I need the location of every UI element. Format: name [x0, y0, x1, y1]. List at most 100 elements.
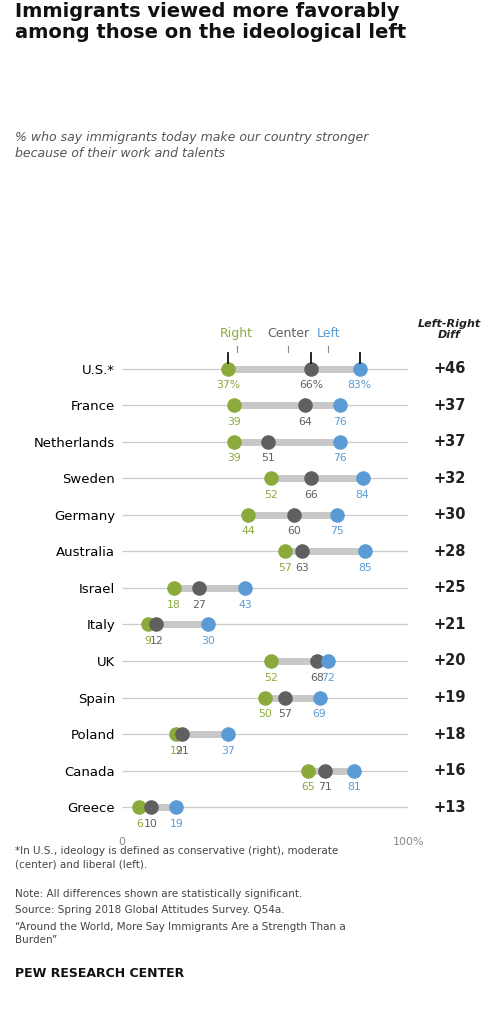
Point: [172, 799, 180, 815]
Text: 83%: 83%: [348, 380, 372, 390]
Point: [336, 397, 344, 414]
Point: [264, 433, 272, 450]
Text: 43: 43: [238, 600, 252, 609]
Text: “Around the World, More Say Immigrants Are a Strength Than a
Burden”: “Around the World, More Say Immigrants A…: [15, 922, 346, 945]
Text: 19: 19: [169, 745, 183, 756]
Text: 10: 10: [144, 819, 157, 828]
Text: 69: 69: [313, 710, 327, 719]
Text: +21: +21: [433, 616, 466, 632]
Text: 30: 30: [201, 636, 215, 646]
Point: [324, 652, 332, 669]
Text: 37%: 37%: [216, 380, 240, 390]
Text: 63: 63: [295, 563, 309, 573]
Point: [313, 652, 321, 669]
Text: 66%: 66%: [299, 380, 323, 390]
Point: [169, 580, 177, 596]
Point: [281, 543, 289, 559]
Text: +28: +28: [433, 544, 466, 559]
Text: 72: 72: [321, 673, 335, 683]
Text: 6: 6: [136, 819, 142, 828]
Point: [301, 397, 309, 414]
Text: 37: 37: [221, 745, 235, 756]
Point: [230, 433, 238, 450]
Text: 39: 39: [227, 454, 241, 464]
Text: 60: 60: [287, 526, 301, 537]
Text: 84: 84: [356, 489, 370, 500]
Point: [172, 726, 180, 742]
Text: Note: All differences shown are statistically significant.: Note: All differences shown are statisti…: [15, 889, 302, 899]
Text: 81: 81: [347, 782, 361, 793]
Point: [146, 799, 154, 815]
Point: [321, 763, 329, 779]
Text: +37: +37: [433, 397, 466, 413]
Point: [144, 616, 152, 633]
Text: 71: 71: [318, 782, 332, 793]
Text: *In U.S., ideology is defined as conservative (right), moderate
(center) and lib: *In U.S., ideology is defined as conserv…: [15, 846, 338, 869]
Point: [195, 580, 203, 596]
Text: +32: +32: [433, 471, 466, 485]
Text: Left-Right
Diff: Left-Right Diff: [418, 318, 481, 340]
Text: +37: +37: [433, 434, 466, 450]
Text: Right: Right: [220, 327, 253, 340]
Point: [267, 652, 275, 669]
Point: [336, 433, 344, 450]
Point: [304, 763, 312, 779]
Text: +25: +25: [433, 581, 466, 595]
Text: Immigrants viewed more favorably
among those on the ideological left: Immigrants viewed more favorably among t…: [15, 2, 406, 42]
Text: +18: +18: [433, 727, 466, 741]
Text: Source: Spring 2018 Global Attitudes Survey. Q54a.: Source: Spring 2018 Global Attitudes Sur…: [15, 905, 284, 915]
Point: [333, 507, 341, 523]
Text: 44: 44: [241, 526, 255, 537]
Point: [356, 360, 364, 377]
Point: [224, 726, 232, 742]
Point: [230, 397, 238, 414]
Point: [204, 616, 212, 633]
Text: 76: 76: [333, 417, 347, 427]
Text: 65: 65: [301, 782, 315, 793]
Text: +46: +46: [433, 361, 466, 376]
Text: 68: 68: [310, 673, 324, 683]
Text: Center: Center: [267, 327, 309, 340]
Text: 64: 64: [298, 417, 312, 427]
Text: 52: 52: [264, 673, 278, 683]
Text: 51: 51: [261, 454, 275, 464]
Text: 21: 21: [175, 745, 189, 756]
Text: 39: 39: [227, 417, 241, 427]
Point: [359, 470, 367, 486]
Text: 19: 19: [169, 819, 183, 828]
Point: [244, 507, 252, 523]
Text: 85: 85: [359, 563, 373, 573]
Point: [241, 580, 249, 596]
Text: 57: 57: [278, 710, 292, 719]
Point: [316, 689, 324, 706]
Point: [261, 689, 269, 706]
Text: +16: +16: [433, 763, 466, 778]
Text: 27: 27: [192, 600, 206, 609]
Text: 66: 66: [304, 489, 318, 500]
Point: [281, 689, 289, 706]
Text: 52: 52: [264, 489, 278, 500]
Text: PEW RESEARCH CENTER: PEW RESEARCH CENTER: [15, 967, 184, 980]
Point: [298, 543, 306, 559]
Text: +30: +30: [433, 507, 466, 522]
Text: 75: 75: [330, 526, 344, 537]
Text: +19: +19: [433, 690, 466, 705]
Text: 57: 57: [278, 563, 292, 573]
Point: [178, 726, 186, 742]
Text: 18: 18: [167, 600, 180, 609]
Point: [135, 799, 143, 815]
Point: [267, 470, 275, 486]
Text: 50: 50: [258, 710, 272, 719]
Text: % who say immigrants today make our country stronger
because of their work and t: % who say immigrants today make our coun…: [15, 131, 369, 160]
Point: [307, 360, 315, 377]
Point: [152, 616, 160, 633]
Text: Left: Left: [316, 327, 340, 340]
Point: [224, 360, 232, 377]
Text: 12: 12: [149, 636, 163, 646]
Text: +20: +20: [433, 653, 466, 669]
Point: [290, 507, 298, 523]
Point: [362, 543, 370, 559]
Text: 76: 76: [333, 454, 347, 464]
Point: [350, 763, 358, 779]
Point: [307, 470, 315, 486]
